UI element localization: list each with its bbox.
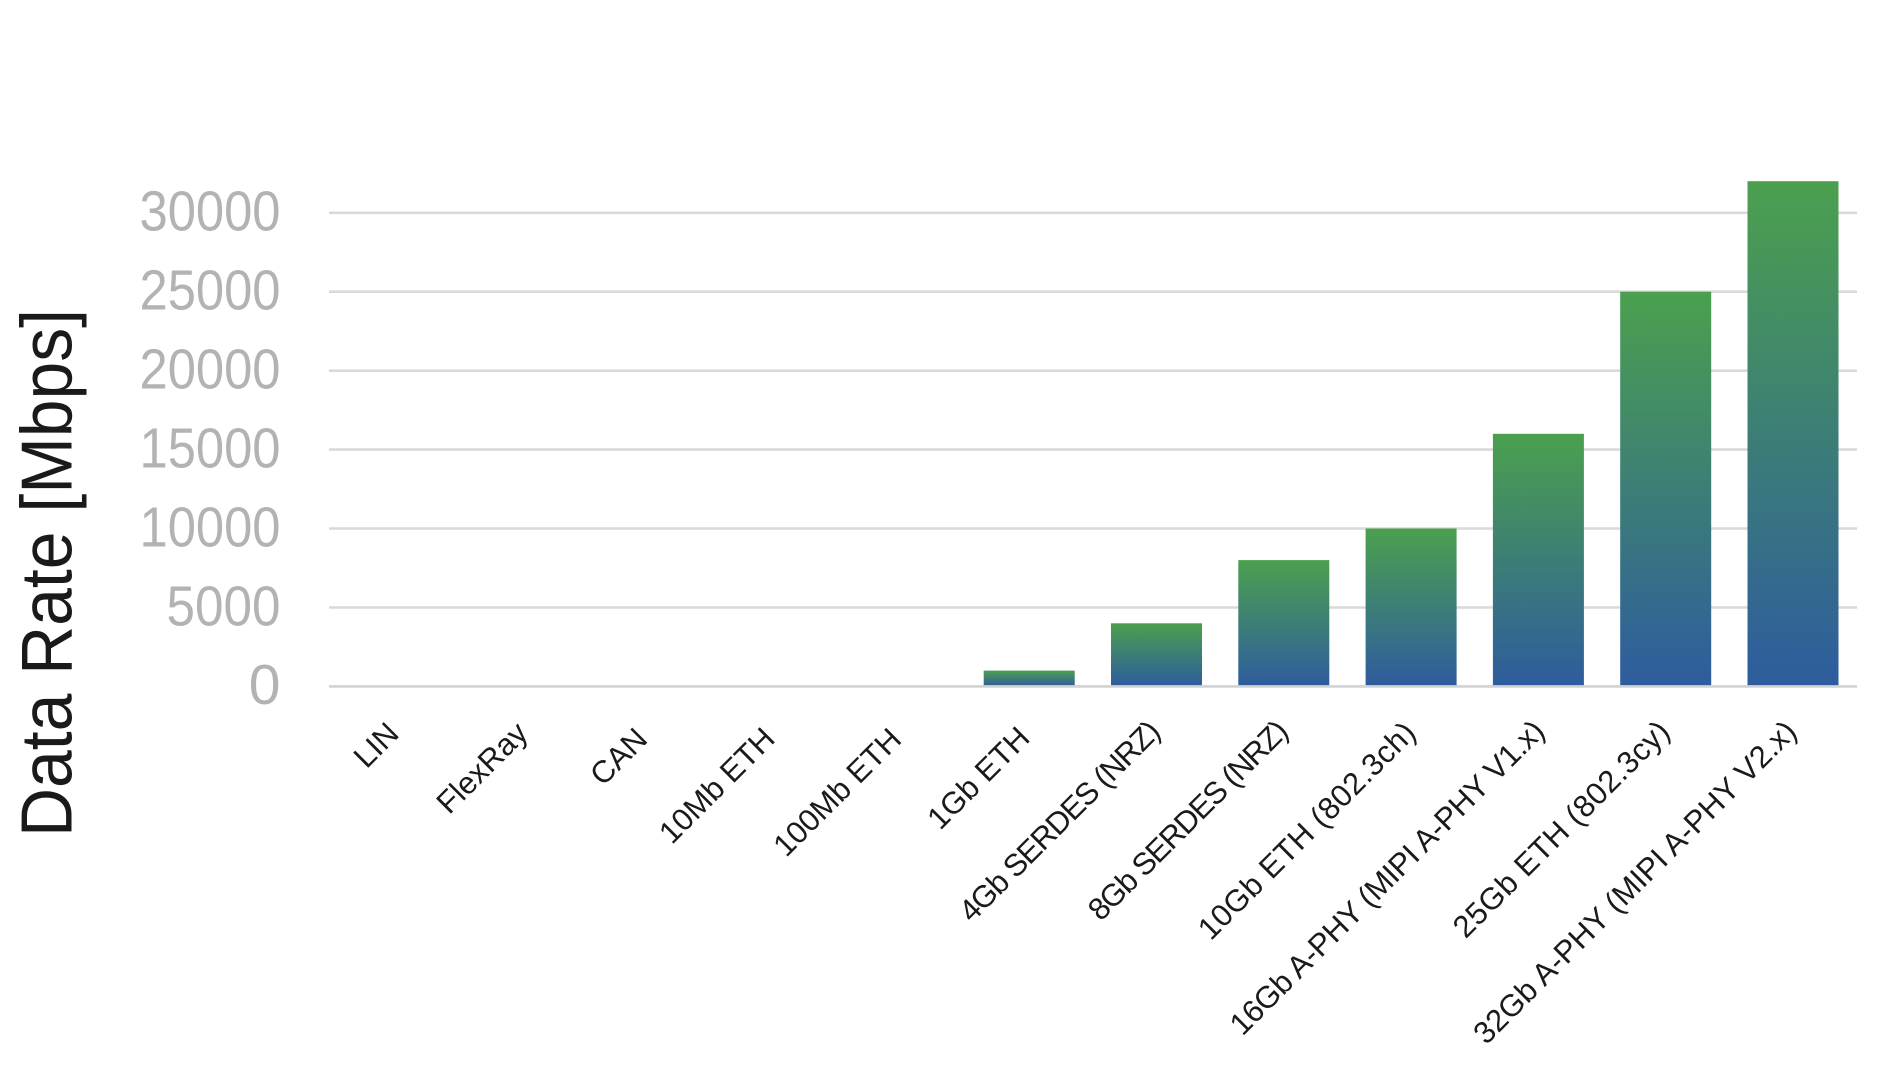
svg-text:5000: 5000 bbox=[167, 574, 281, 638]
svg-text:25Gb ETH (802.3cy): 25Gb ETH (802.3cy) bbox=[1446, 713, 1677, 944]
svg-text:Data Rate [Mbps]: Data Rate [Mbps] bbox=[7, 309, 87, 837]
svg-text:1Gb ETH: 1Gb ETH bbox=[920, 720, 1036, 836]
svg-text:10Gb ETH (802.3ch): 10Gb ETH (802.3ch) bbox=[1191, 715, 1423, 947]
svg-text:10Mb ETH: 10Mb ETH bbox=[652, 721, 782, 851]
svg-text:LIN: LIN bbox=[347, 716, 406, 775]
svg-text:CAN: CAN bbox=[583, 721, 654, 792]
svg-text:FlexRay: FlexRay bbox=[429, 715, 534, 820]
svg-text:30000: 30000 bbox=[140, 180, 281, 244]
svg-text:25000: 25000 bbox=[140, 259, 281, 323]
svg-text:15000: 15000 bbox=[140, 416, 281, 480]
svg-text:100Mb ETH: 100Mb ETH bbox=[766, 721, 908, 863]
svg-text:0: 0 bbox=[249, 653, 281, 717]
svg-text:10000: 10000 bbox=[140, 495, 281, 559]
svg-text:20000: 20000 bbox=[140, 338, 281, 402]
